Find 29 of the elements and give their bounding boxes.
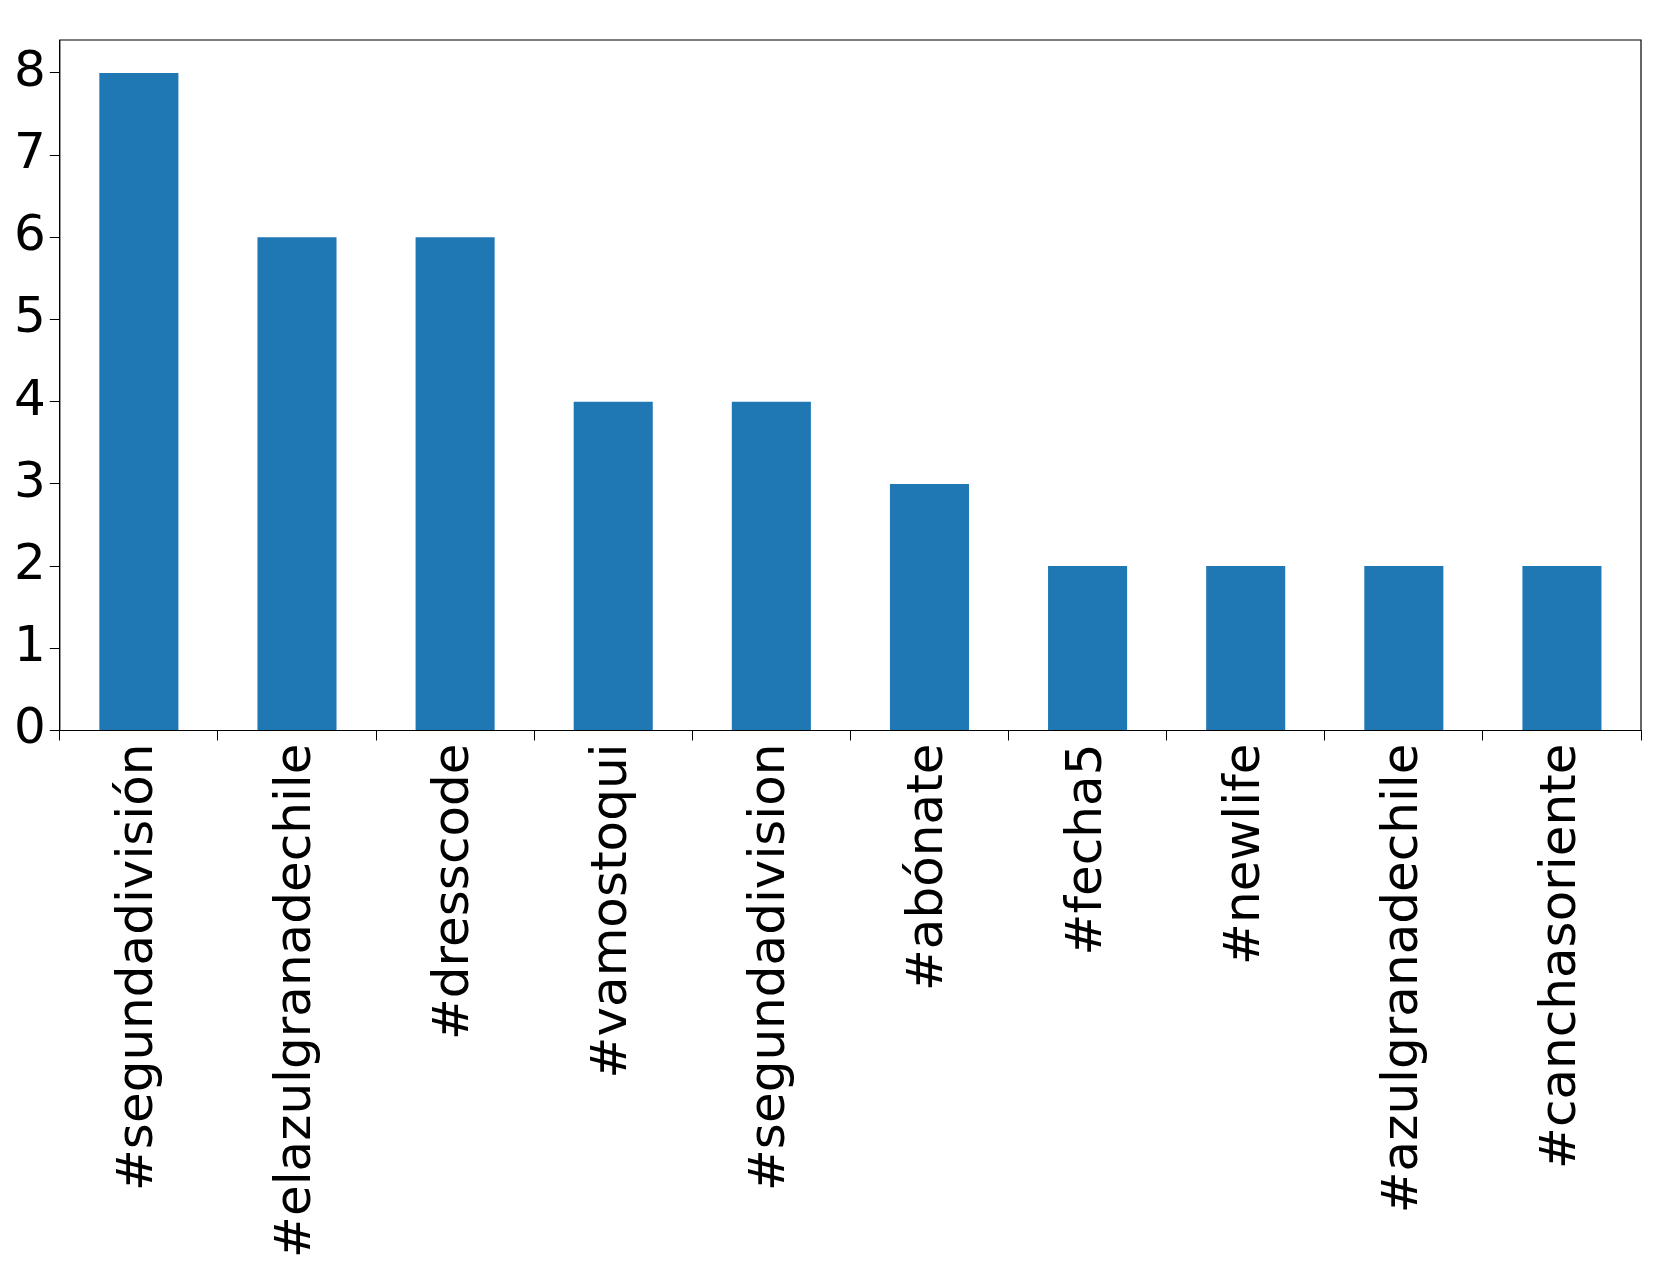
y-tick-label: 4 xyxy=(14,368,46,427)
y-tick-label: 0 xyxy=(14,697,46,756)
y-tick-label: 1 xyxy=(14,615,46,674)
y-tick-label: 5 xyxy=(14,286,46,345)
x-tick-label: #segundadivision xyxy=(738,743,797,1192)
x-tick-label: #fecha5 xyxy=(1054,743,1113,956)
bar xyxy=(1522,566,1602,730)
bar xyxy=(415,237,495,730)
y-tick-label: 6 xyxy=(14,204,46,263)
bar xyxy=(1206,566,1286,730)
bar xyxy=(889,483,969,730)
x-tick-label: #segundadivisión xyxy=(105,743,164,1192)
x-tick-label: #abónate xyxy=(896,743,955,992)
x-tick-label: #canchasoriente xyxy=(1528,743,1587,1169)
y-tick-label: 8 xyxy=(14,39,46,98)
x-tick-label: #elazulgranadechile xyxy=(263,743,322,1259)
bar xyxy=(99,72,179,730)
bar xyxy=(257,237,337,730)
y-tick-label: 2 xyxy=(14,533,46,592)
bar xyxy=(1364,566,1444,730)
bar xyxy=(573,401,653,730)
x-tick-label: #azulgranadechile xyxy=(1370,743,1429,1214)
y-tick-label: 7 xyxy=(14,122,46,181)
y-tick-label: 3 xyxy=(14,450,46,509)
x-tick-label: #vamostoqui xyxy=(580,743,639,1079)
x-tick-label: #dresscode xyxy=(422,743,481,1041)
bar xyxy=(1048,566,1128,730)
x-tick-label: #newlife xyxy=(1212,743,1271,965)
bar xyxy=(731,401,811,730)
